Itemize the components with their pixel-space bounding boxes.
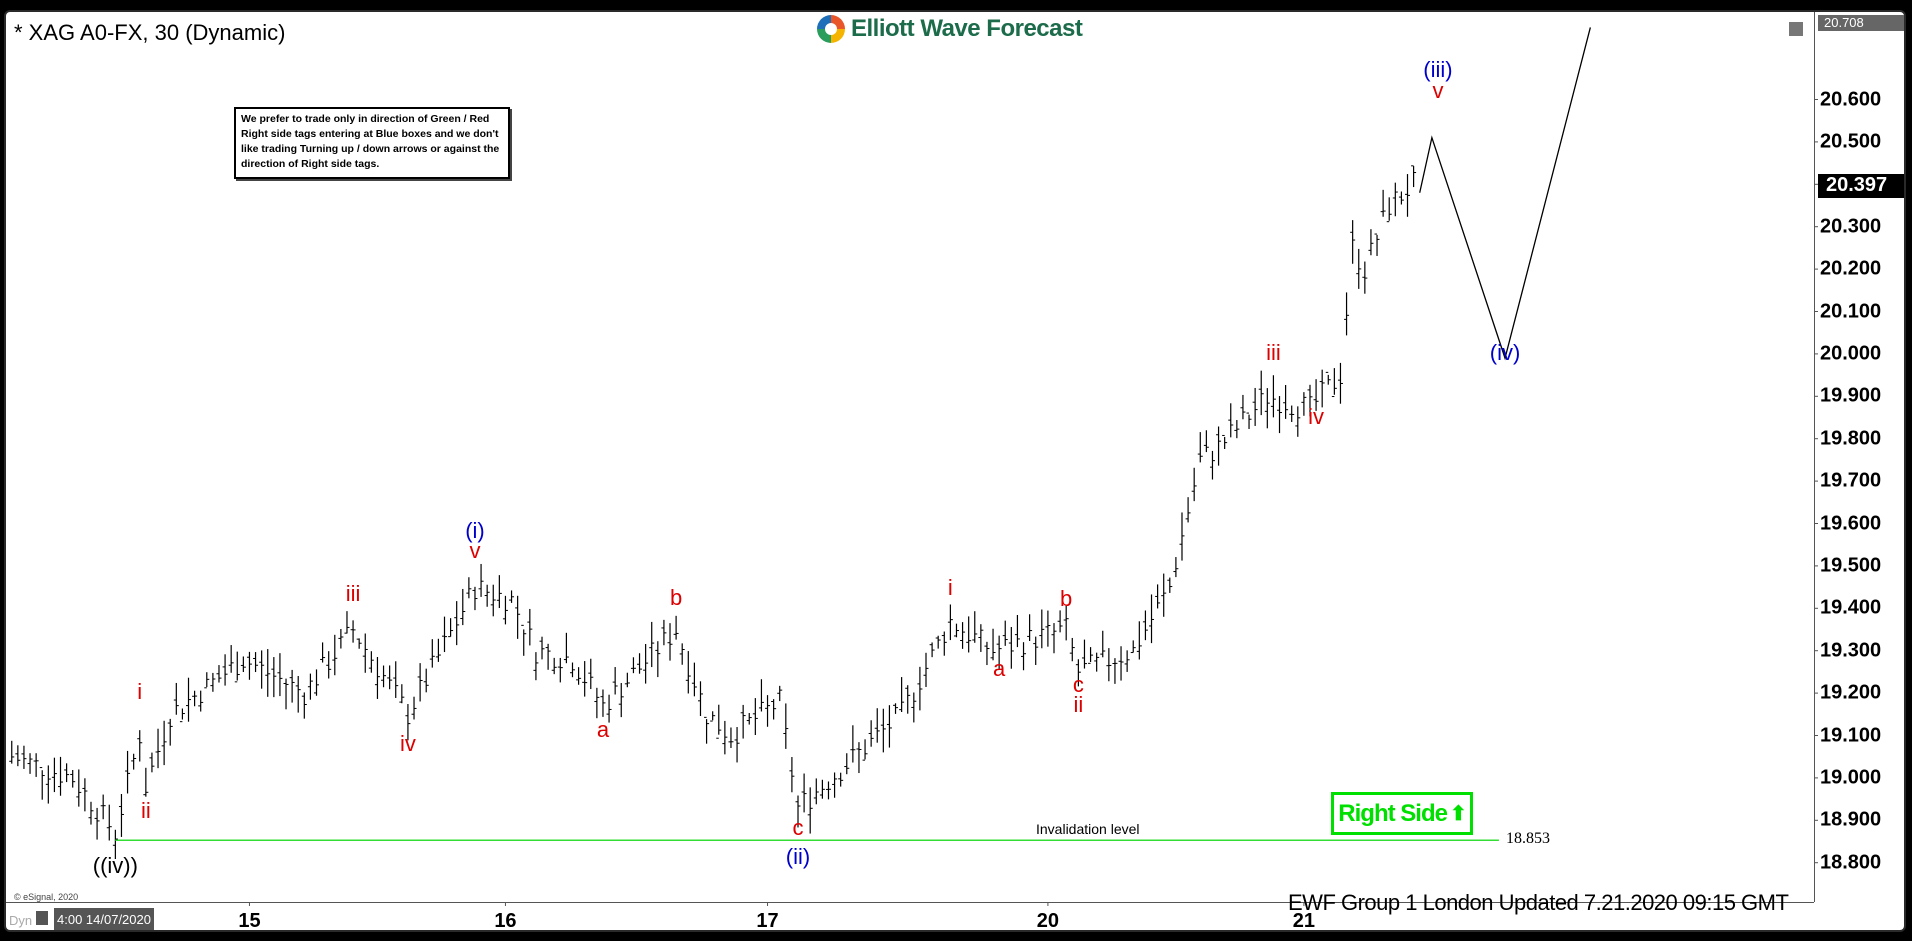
- wave-label: a: [993, 655, 1006, 681]
- chart-window: * XAG A0-FX, 30 (Dynamic) Elliott Wave F…: [4, 10, 1906, 932]
- y-tick-label: 19.500: [1820, 554, 1882, 577]
- restore-window-icon[interactable]: [1789, 22, 1803, 36]
- y-tick-label: 19.700: [1820, 469, 1882, 492]
- copyright: © eSignal, 2020: [14, 892, 79, 902]
- wave-label: ((iv)): [92, 852, 138, 878]
- wave-label: v: [1432, 78, 1444, 104]
- wave-label: iv: [399, 730, 416, 756]
- price-axis-line: [1814, 12, 1815, 902]
- x-tick-label: 21: [1292, 910, 1316, 932]
- lock-icon[interactable]: [36, 911, 48, 925]
- wave-label: v: [469, 538, 481, 564]
- wave-label: b: [669, 585, 683, 611]
- wave-label: ii: [1073, 692, 1084, 718]
- y-tick-label: 18.900: [1820, 808, 1882, 831]
- logo: Elliott Wave Forecast: [809, 12, 1093, 46]
- invalidation-price: 18.853: [1506, 830, 1550, 848]
- y-tick-label: 20.300: [1820, 215, 1882, 238]
- wave-label: iv: [1308, 404, 1325, 430]
- wave-label: (iii): [1423, 57, 1453, 83]
- x-tick-label: 20: [1036, 910, 1060, 932]
- x-tick-label: 15: [238, 910, 261, 932]
- price-chart[interactable]: [6, 12, 1906, 932]
- x-tick-label: 16: [494, 910, 517, 932]
- invalidation-label: Invalidation level: [1036, 821, 1140, 838]
- logo-text: Elliott Wave Forecast: [851, 15, 1083, 42]
- y-tick-label: 20.600: [1820, 88, 1882, 110]
- x-tick-label: 17: [756, 910, 779, 932]
- y-tick-label: 19.200: [1820, 681, 1882, 704]
- y-tick-label: 20.000: [1820, 342, 1882, 365]
- high-price-tag: 20.708: [1818, 15, 1904, 31]
- wave-label: (iv): [1489, 339, 1521, 365]
- right-side-tag: Right Side ⬆: [1331, 792, 1473, 835]
- updated-text: EWF Group 1 London Updated 7.21.2020 09:…: [1288, 890, 1789, 915]
- wave-label: i: [137, 679, 143, 705]
- chart-title: * XAG A0-FX, 30 (Dynamic): [14, 20, 286, 45]
- y-tick-label: 20.100: [1820, 300, 1882, 322]
- y-tick-label: 19.100: [1820, 724, 1882, 746]
- wave-label: (i): [465, 517, 485, 543]
- wave-label: i: [947, 575, 953, 601]
- y-tick-label: 19.000: [1820, 766, 1882, 789]
- wave-label: a: [596, 716, 610, 742]
- y-tick-label: 19.800: [1820, 427, 1882, 450]
- y-tick-label: 20.200: [1820, 257, 1882, 280]
- last-price-tag: 20.397: [1818, 173, 1904, 198]
- projection-path: [1419, 27, 1591, 361]
- y-tick-label: 19.900: [1820, 384, 1882, 407]
- y-tick-label: 19.400: [1820, 596, 1882, 619]
- wave-label: b: [1060, 586, 1073, 612]
- y-tick-label: 20.500: [1820, 130, 1882, 153]
- arrow-up-icon: ⬆: [1449, 803, 1467, 825]
- wave-label: (ii): [785, 844, 811, 870]
- dynamic-toggle[interactable]: Dyn: [9, 913, 33, 928]
- right-side-label: Right Side: [1338, 799, 1448, 827]
- logo-icon: [817, 15, 845, 43]
- date-axis-line: [6, 902, 1814, 903]
- wave-label: c: [1072, 671, 1084, 697]
- y-tick-label: 18.800: [1820, 851, 1882, 874]
- wave-label: c: [792, 814, 804, 840]
- trading-note: We prefer to trade only in direction of …: [234, 107, 510, 179]
- y-tick-label: 19.600: [1820, 512, 1882, 534]
- y-tick-label: 19.300: [1820, 639, 1882, 662]
- cursor-date-tag: 4:00 14/07/2020: [54, 908, 154, 930]
- wave-label: ii: [140, 797, 151, 823]
- wave-label: iii: [345, 581, 361, 607]
- wave-label: iii: [1266, 339, 1281, 365]
